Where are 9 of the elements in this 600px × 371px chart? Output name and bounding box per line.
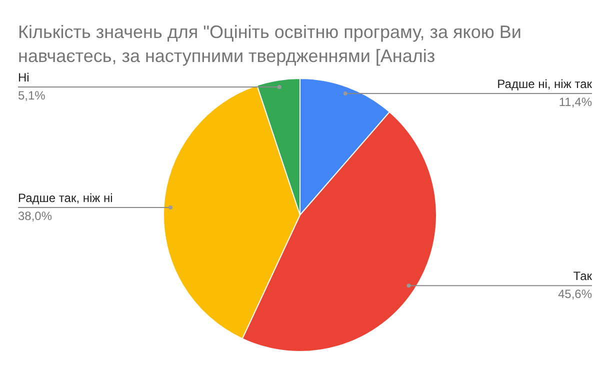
data-label: 5,1% xyxy=(18,88,46,102)
slice-label: Ні xyxy=(18,70,30,84)
chart-title: Кількість значень для "Оцініть освітню програму, за якою Ви навчаєтесь, за наступними твердженнями [Аналіз xyxy=(18,21,522,68)
data-label: 11,4% xyxy=(558,94,592,109)
data-label: 38,0% xyxy=(18,208,52,223)
data-label: 45,6% xyxy=(558,286,592,301)
slice-label: Так xyxy=(573,268,593,283)
slice-label: Радше так, ніж ні xyxy=(18,190,113,205)
slice-label: Радше ні, ніж так xyxy=(497,76,593,91)
